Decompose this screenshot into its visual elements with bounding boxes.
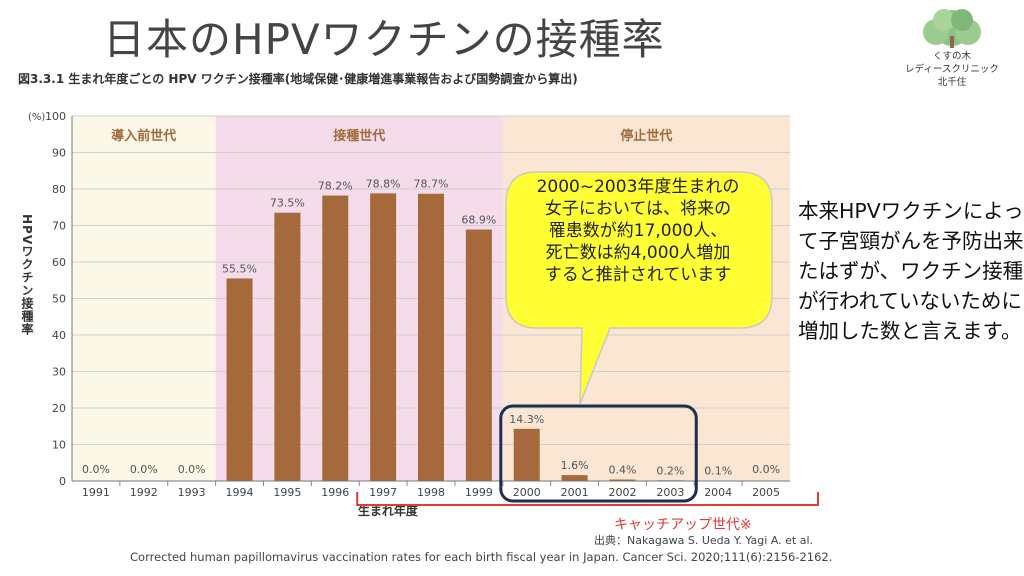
data-label: 55.5%	[222, 262, 257, 275]
bar	[370, 193, 397, 481]
y-tick-label: 20	[52, 402, 66, 415]
bar	[561, 475, 588, 481]
data-label: 78.7%	[414, 178, 449, 191]
page-title: 日本のHPVワクチンの接種率	[103, 15, 665, 64]
data-label: 0.1%	[704, 465, 732, 478]
y-axis-title: HPVワクチン接種率	[20, 214, 34, 336]
data-label: 0.2%	[656, 464, 684, 477]
data-label: 68.9%	[461, 214, 496, 227]
callout-line: 死亡数は約4,000人増加	[545, 243, 731, 263]
callout-line: 罹患数が約17,000人、	[548, 221, 728, 241]
x-tick-label: 2000	[513, 486, 541, 499]
x-tick-label: 2001	[561, 486, 589, 499]
catchup-bracket	[356, 492, 819, 506]
x-tick-label: 1993	[178, 486, 206, 499]
source-citation-title: Corrected human papillomavirus vaccinati…	[130, 550, 833, 564]
y-unit-label: (%)	[28, 112, 45, 123]
bar	[465, 229, 492, 481]
x-tick-label: 1997	[369, 486, 397, 499]
tree-logo-icon	[923, 9, 981, 48]
catchup-generation-label: キャッチアップ世代※	[614, 517, 752, 533]
x-tick-label: 1991	[82, 486, 110, 499]
side-note: 本来HPVワクチンによって子宮頸がんを予防出来たはずが、ワクチン接種が行われてい…	[798, 199, 1024, 343]
era-label: 接種世代	[333, 128, 385, 144]
x-tick-label: 1994	[226, 486, 254, 499]
data-label: 0.0%	[82, 463, 110, 476]
x-axis-title: 生まれ年度	[358, 503, 419, 518]
highlight-box	[499, 404, 698, 503]
data-label: 0.0%	[752, 463, 780, 476]
bar	[609, 479, 636, 481]
era-label: 停止世代	[620, 128, 672, 144]
data-label: 0.0%	[178, 463, 206, 476]
x-tick-label: 1992	[130, 486, 158, 499]
y-tick-label: 100	[45, 110, 66, 123]
y-tick-label: 10	[52, 439, 66, 452]
callout-bubble	[505, 171, 773, 405]
y-tick-label: 30	[52, 366, 66, 379]
x-tick-label: 1995	[273, 486, 301, 499]
data-label: 78.8%	[366, 177, 401, 190]
y-tick-label: 60	[52, 256, 66, 269]
data-label: 0.4%	[608, 464, 636, 477]
source-citation-authors: 出典：Nakagawa S. Ueda Y. Yagi A. et al.	[594, 534, 814, 547]
data-label: 1.6%	[561, 459, 589, 472]
x-tick-label: 1996	[321, 486, 349, 499]
y-tick-label: 70	[52, 220, 66, 233]
x-tick-label: 2004	[704, 486, 732, 499]
data-label: 73.5%	[270, 197, 305, 210]
x-tick-label: 1998	[417, 486, 445, 499]
bar	[513, 428, 540, 481]
data-label: 0.0%	[130, 463, 158, 476]
y-tick-label: 40	[52, 329, 66, 342]
era-label: 導入前世代	[111, 128, 176, 144]
data-label: 78.2%	[318, 180, 353, 193]
y-tick-label: 0	[59, 475, 66, 488]
x-tick-label: 2002	[608, 486, 636, 499]
y-tick-label: 50	[52, 293, 66, 306]
x-tick-label: 1999	[465, 486, 493, 499]
bar	[418, 193, 444, 481]
bar	[322, 195, 349, 481]
bar	[274, 212, 301, 481]
x-tick-label: 2005	[752, 486, 780, 499]
logo-line2: レディースクリニック	[905, 64, 999, 75]
data-label: 14.3%	[509, 413, 544, 426]
x-tick-label: 2003	[656, 486, 684, 499]
logo-line3: 北千住	[937, 77, 967, 88]
bar	[226, 278, 253, 481]
figure-caption: 図3.3.1 生まれ年度ごとの HPV ワクチン接種率(地域保健･健康増進事業報…	[18, 72, 578, 86]
callout-line: 2000~2003年度生まれの	[536, 177, 740, 197]
logo-text: くすの木 レディースクリニック 北千住	[893, 50, 1011, 89]
y-tick-label: 80	[52, 183, 66, 196]
y-tick-label: 90	[52, 147, 66, 160]
callout-line: 女子においては、将来の	[544, 199, 732, 219]
logo-line1: くすの木	[932, 51, 971, 62]
callout-line: すると推計されています	[544, 265, 732, 285]
callout-text: 2000~2003年度生まれの 女子においては、将来の 罹患数が約17,000人…	[512, 176, 764, 286]
